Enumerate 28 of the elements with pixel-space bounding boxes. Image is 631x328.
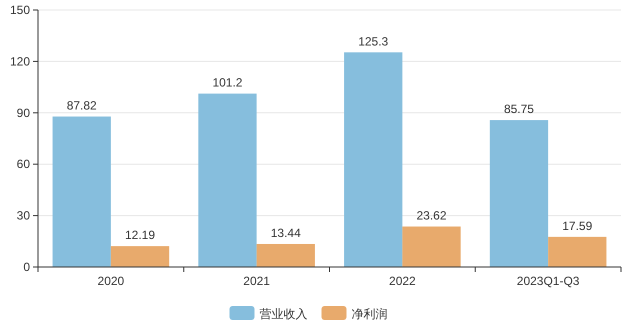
legend-label: 净利润 xyxy=(352,307,388,321)
data-label: 101.2 xyxy=(212,76,242,90)
xtick: 2022 xyxy=(389,274,416,288)
legend-label: 营业收入 xyxy=(260,307,308,321)
bar xyxy=(198,94,257,267)
bar xyxy=(52,116,111,267)
xtick: 2020 xyxy=(98,274,124,288)
data-label: 85.75 xyxy=(504,102,534,116)
bar xyxy=(344,52,402,267)
bar xyxy=(490,120,548,267)
data-label: 12.19 xyxy=(125,228,156,242)
bar xyxy=(402,226,461,267)
ytick: 90 xyxy=(16,106,30,120)
bar xyxy=(110,246,170,267)
ytick: 150 xyxy=(10,3,30,17)
ytick: 120 xyxy=(10,54,30,68)
bar xyxy=(548,236,606,267)
data-label: 13.44 xyxy=(270,226,301,240)
ytick: 0 xyxy=(23,260,30,274)
data-label: 23.62 xyxy=(416,208,447,223)
xtick: 2021 xyxy=(243,274,270,288)
xtick: 2023Q1-Q3 xyxy=(516,274,580,288)
bar xyxy=(256,244,315,267)
ytick: 30 xyxy=(16,208,30,223)
data-label: 87.82 xyxy=(66,98,97,113)
data-label: 125.3 xyxy=(358,34,388,48)
data-label: 17.59 xyxy=(562,218,592,233)
ytick: 60 xyxy=(16,157,30,172)
